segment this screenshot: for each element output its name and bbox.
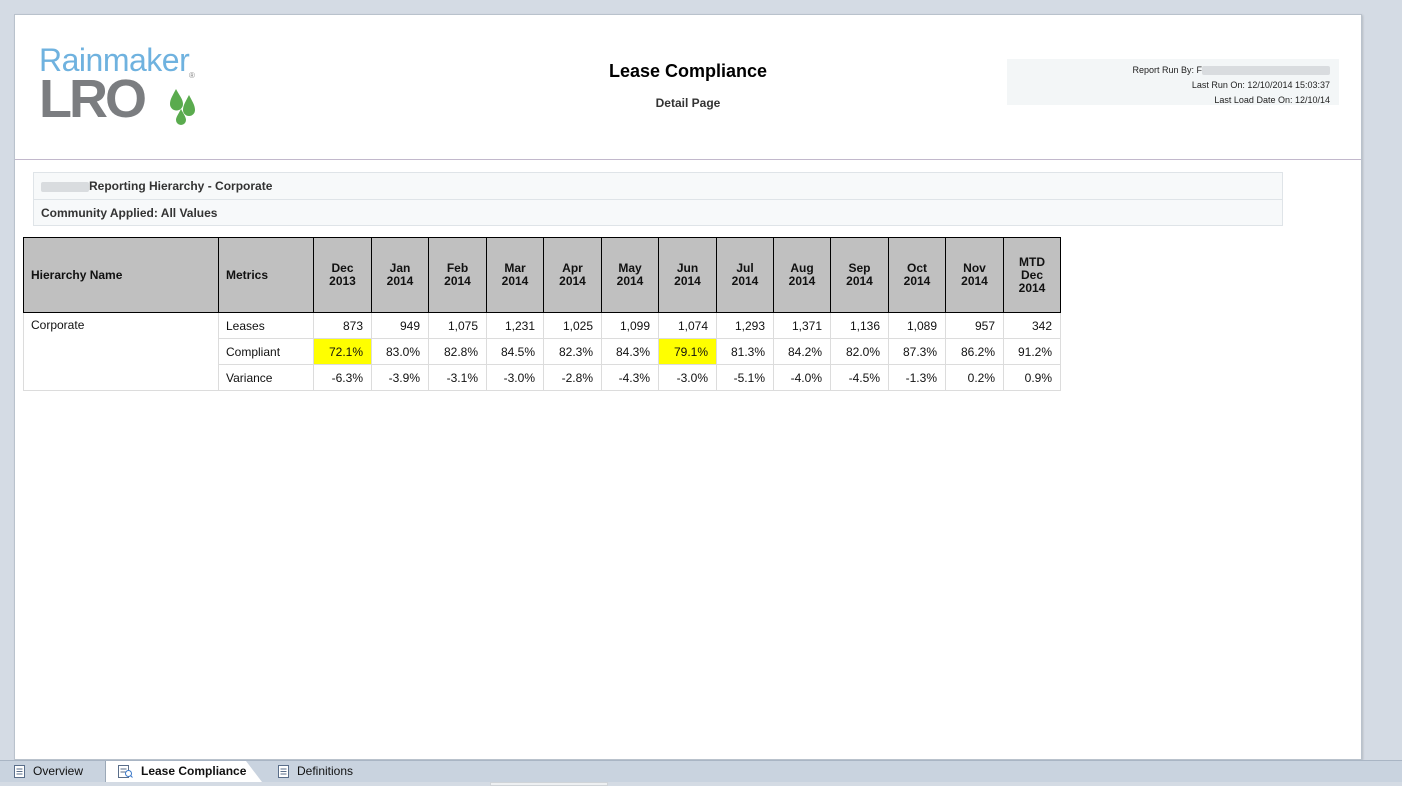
value-cell: 1,371 xyxy=(773,312,831,339)
last-run-on: Last Run On: 12/10/2014 15:03:37 xyxy=(1191,80,1330,90)
header-month: Aug 2014 xyxy=(773,237,831,313)
value-cell: 1,075 xyxy=(428,312,487,339)
header-hierarchy-name: Hierarchy Name xyxy=(23,237,219,313)
tab-lease-compliance[interactable]: Lease Compliance xyxy=(106,761,262,782)
value-cell: -3.9% xyxy=(371,364,429,391)
logo-wordmark-top: Rainmaker xyxy=(39,42,190,78)
report-title: Lease Compliance xyxy=(608,61,768,81)
value-cell: 82.3% xyxy=(543,338,602,365)
value-cell: 0.9% xyxy=(1003,364,1061,391)
header-mtd: MTD Dec 2014 xyxy=(1003,237,1061,313)
report-run-by: Report Run By: F xyxy=(1007,63,1330,78)
value-cell: 1,099 xyxy=(601,312,659,339)
value-cell: -5.1% xyxy=(716,364,774,391)
header-month: Jul 2014 xyxy=(716,237,774,313)
header-month: Jun 2014 xyxy=(658,237,717,313)
header-month: Feb 2014 xyxy=(428,237,487,313)
report-subtitle: Detail Page xyxy=(655,96,721,110)
table-row: Variance -6.3% -3.9% -3.1% -3.0% -2.8% -4.3% -3… xyxy=(24,364,1061,391)
header-month: Mar 2014 xyxy=(486,237,544,313)
value-cell: -2.8% xyxy=(543,364,602,391)
tab-lease-compliance-label: Lease Compliance xyxy=(141,764,247,778)
metric-label-cell: Leases xyxy=(218,312,314,339)
value-cell: 84.5% xyxy=(486,338,544,365)
tab-overview-label: Overview xyxy=(33,764,84,778)
filter-reporting-hierarchy: Reporting Hierarchy - Corporate xyxy=(34,173,1282,199)
sheet-tab-bar: Overview Lease Compliance Definitions xyxy=(0,760,1402,782)
logo-registered-mark: ® xyxy=(189,71,195,80)
header-month: Oct 2014 xyxy=(888,237,946,313)
value-cell: -4.3% xyxy=(601,364,659,391)
logo-wordmark-bottom: LRO xyxy=(39,69,147,129)
hierarchy-name-cell: Corporate xyxy=(23,312,219,391)
report-title-block: Lease Compliance Detail Page xyxy=(15,61,1361,110)
metric-label-cell: Compliant xyxy=(218,338,314,365)
value-cell: 1,025 xyxy=(543,312,602,339)
value-cell: 1,231 xyxy=(486,312,544,339)
water-drops-icon xyxy=(170,89,195,125)
value-cell: 0.2% xyxy=(945,364,1004,391)
header-month: Apr 2014 xyxy=(543,237,602,313)
value-cell: 82.0% xyxy=(830,338,889,365)
header-month: Jan 2014 xyxy=(371,237,429,313)
header-month: Dec 2013 xyxy=(313,237,372,313)
header-divider xyxy=(15,159,1361,160)
value-cell: -3.0% xyxy=(486,364,544,391)
value-cell: -6.3% xyxy=(313,364,372,391)
tab-definitions[interactable]: Definitions xyxy=(278,761,388,782)
value-cell: 1,293 xyxy=(716,312,774,339)
value-cell: 72.1% xyxy=(313,338,372,365)
report-icon xyxy=(118,765,133,779)
value-cell: 81.3% xyxy=(716,338,774,365)
table-body: Corporate Leases 873 949 1,075 1,231 1,025 1,09… xyxy=(23,312,1061,391)
value-cell: 83.0% xyxy=(371,338,429,365)
redacted-prefix xyxy=(41,181,89,192)
document-icon xyxy=(14,765,25,779)
rainmaker-lro-logo: Rainmaker LRO ® xyxy=(39,42,209,127)
tab-definitions-label: Definitions xyxy=(297,764,354,778)
value-cell: 91.2% xyxy=(1003,338,1061,365)
run-info-panel: Report Run By: F Last Run On: 12/10/2014… xyxy=(1007,59,1339,105)
value-cell: 1,089 xyxy=(888,312,946,339)
value-cell: 342 xyxy=(1003,312,1061,339)
metric-label-cell: Variance xyxy=(218,364,314,391)
value-cell: -4.0% xyxy=(773,364,831,391)
value-cell: 873 xyxy=(313,312,372,339)
report-run-by-value: F xyxy=(1196,65,1203,75)
lease-compliance-table: Hierarchy Name Metrics Dec 2013 Jan 2014 F… xyxy=(23,237,1061,391)
report-run-by-label: Report Run By: xyxy=(1132,65,1194,75)
table-header-row: Hierarchy Name Metrics Dec 2013 Jan 2014 F… xyxy=(23,237,1061,313)
tab-overview[interactable]: Overview xyxy=(10,761,106,782)
table-row: Corporate Leases 873 949 1,075 1,231 1,025 1,09… xyxy=(23,312,1061,391)
value-cell: 949 xyxy=(371,312,429,339)
redacted-name xyxy=(1202,66,1330,76)
value-cell: -4.5% xyxy=(830,364,889,391)
filter-summary: Reporting Hierarchy - Corporate Communit… xyxy=(33,172,1283,226)
value-cell: 84.2% xyxy=(773,338,831,365)
header-month: Sep 2014 xyxy=(830,237,889,313)
table-row: Compliant 72.1% 83.0% 82.8% 84.5% 82.3% 84.3% 7… xyxy=(24,338,1061,365)
filter-community-applied: Community Applied: All Values xyxy=(34,199,1282,225)
value-cell: 82.8% xyxy=(428,338,487,365)
value-cell: 86.2% xyxy=(945,338,1004,365)
value-cell: -1.3% xyxy=(888,364,946,391)
header-metrics: Metrics xyxy=(218,237,314,313)
value-cell: 957 xyxy=(945,312,1004,339)
value-cell: -3.1% xyxy=(428,364,487,391)
value-cell: -3.0% xyxy=(658,364,717,391)
report-page: Rainmaker LRO ® Lease Compliance Detail … xyxy=(14,14,1362,760)
horizontal-scroll-thumb[interactable] xyxy=(490,782,608,786)
value-cell: 87.3% xyxy=(888,338,946,365)
reporting-hierarchy-text: Reporting Hierarchy - Corporate xyxy=(89,179,273,193)
value-cell: 1,074 xyxy=(658,312,717,339)
last-load-date-on: Last Load Date On: 12/10/14 xyxy=(1214,95,1330,105)
value-cell: 84.3% xyxy=(601,338,659,365)
document-icon xyxy=(278,765,289,779)
value-cell: 1,136 xyxy=(830,312,889,339)
header-month: May 2014 xyxy=(601,237,659,313)
header-month: Nov 2014 xyxy=(945,237,1004,313)
value-cell: 79.1% xyxy=(658,338,717,365)
